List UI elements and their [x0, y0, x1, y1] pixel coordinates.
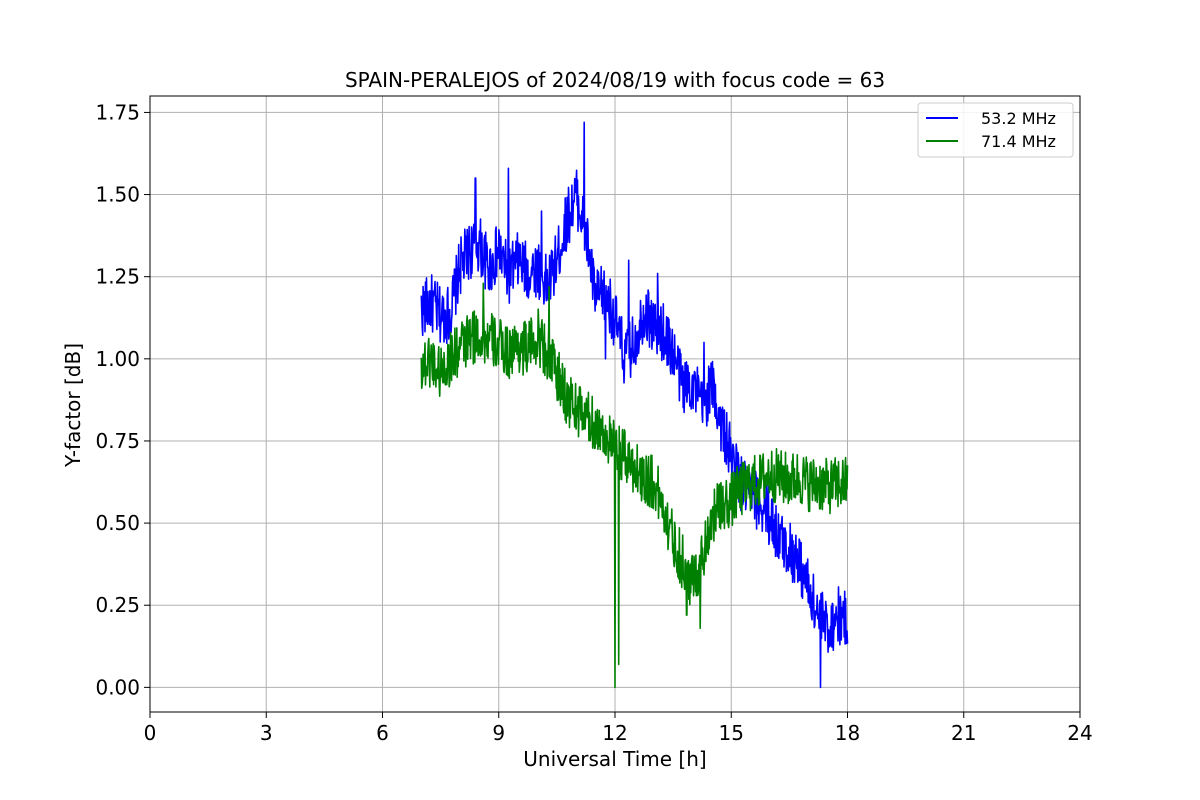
y-tick-label: 0.25	[95, 593, 140, 617]
x-tick-label: 3	[260, 721, 273, 745]
y-tick-label: 1.50	[95, 183, 140, 207]
y-tick-label: 1.25	[95, 265, 140, 289]
y-tick-label: 1.00	[95, 347, 140, 371]
x-tick-label: 12	[602, 721, 627, 745]
legend-box	[917, 102, 1074, 158]
x-tick-label: 15	[719, 721, 744, 745]
chart-title: SPAIN-PERALEJOS of 2024/08/19 with focus…	[345, 68, 885, 92]
x-tick-label: 0	[144, 721, 157, 745]
tick-layer: 0 3 6 9 12 15 18 21 24 0.00 0.25 0.50 0.75 1.00 1.25 1.…	[95, 100, 1092, 745]
x-tick-label: 18	[835, 721, 860, 745]
legend-label-1: 53.2 MHz	[981, 109, 1056, 128]
y-tick-label: 0.75	[95, 429, 140, 453]
x-axis-label: Universal Time [h]	[523, 747, 706, 771]
series-line-1	[420, 121, 849, 689]
series-layer	[420, 121, 849, 689]
x-tick-label: 21	[951, 721, 976, 745]
y-tick-label: 0.00	[95, 675, 140, 699]
y-tick-label: 1.75	[95, 100, 140, 124]
legend-label-2: 71.4 MHz	[981, 132, 1056, 151]
legend: 53.2 MHz 71.4 MHz	[917, 102, 1074, 158]
series-line-2	[420, 282, 849, 689]
x-tick-label: 6	[376, 721, 389, 745]
x-tick-label: 24	[1067, 721, 1092, 745]
y-axis-label: Y-factor [dB]	[61, 343, 85, 468]
x-tick-label: 9	[492, 721, 505, 745]
y-tick-label: 0.50	[95, 511, 140, 535]
